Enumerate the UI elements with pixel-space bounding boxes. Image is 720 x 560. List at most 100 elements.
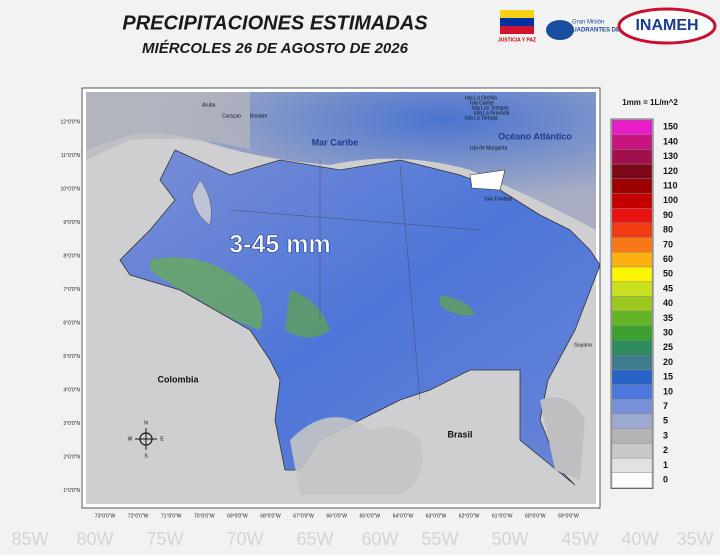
lon-label: 65°0'0"W (360, 513, 381, 519)
legend-label: 90 (663, 210, 673, 220)
rain-area (150, 257, 263, 330)
legend-swatch (611, 296, 653, 312)
lat-label: 4°0'0"N (63, 387, 80, 393)
lat-label: 9°0'0"N (63, 220, 80, 226)
legend: 1501401301201101009080706050454035302520… (610, 118, 678, 489)
legend-swatch (611, 163, 653, 180)
legend-label: 60 (663, 254, 673, 264)
legend-swatch (611, 443, 653, 459)
legend-swatch (611, 457, 653, 474)
lon-label: 59°0'0"W (558, 513, 579, 519)
legend-label: 110 (663, 181, 678, 191)
legend-label: 20 (663, 357, 673, 367)
lat-label: 11°0'0"N (61, 153, 80, 159)
lat-label: 12°0'0"N (61, 119, 81, 125)
lon-label: 62°0'0"W (459, 513, 480, 519)
logo-text: CUADRANTES DE PAZ (568, 28, 634, 34)
place-label: Colombia (157, 374, 199, 384)
legend-swatch (611, 340, 653, 356)
flag-stripe (500, 10, 534, 18)
lon-label: 61°0'0"W (492, 513, 513, 519)
rain-area (285, 290, 330, 338)
background-label: 35W (676, 529, 713, 549)
legend-swatch (611, 428, 653, 444)
lat-label: 5°0'0"N (63, 354, 80, 360)
lat-label: 8°0'0"N (63, 253, 80, 259)
legend-swatch (611, 134, 653, 150)
compass-label: N (144, 420, 148, 426)
logos: JUSTICIA Y PAZ Gran Misión CUADRANTES DE… (498, 7, 717, 45)
legend-swatch (611, 252, 653, 268)
coordinate-labels: 12°0'0"N 11°0'0"N 10°0'0"N 9°0'0"N 8°0'0"N 7°… (61, 119, 579, 519)
lat-label: 2°0'0"N (63, 454, 80, 460)
legend-label: 150 (663, 122, 678, 132)
logo-text: INAMEH (635, 17, 698, 34)
background-label: 45W (561, 529, 598, 549)
legend-label: 25 (663, 342, 673, 352)
legend-swatch (611, 222, 653, 238)
legend-label: 5 (663, 416, 668, 426)
place-label: Isla de Margarita (470, 145, 507, 151)
lon-label: 73°0'0"W (95, 513, 116, 519)
background-label: 75W (146, 529, 183, 549)
lat-label: 10°0'0"N (61, 186, 81, 192)
place-label: Isla La Granada (474, 110, 510, 116)
legend-label: 100 (663, 195, 678, 205)
background-label: 60W (361, 529, 398, 549)
legend-swatch (611, 310, 653, 327)
legend-label: 10 (663, 386, 673, 396)
legend-label: 3 (663, 430, 668, 440)
place-label: Mar Caribe (312, 137, 359, 147)
legend-swatch (611, 149, 653, 165)
legend-label: 30 (663, 328, 673, 338)
legend-label: 70 (663, 239, 673, 249)
legend-swatch (611, 266, 653, 282)
compass-label: S (144, 453, 148, 459)
background-labels: 85W 80W 75W 70W 65W 60W 55W 50W 45W 40W 35W (11, 529, 713, 549)
background-label: 70W (226, 529, 263, 549)
legend-label: 40 (663, 298, 673, 308)
legend-swatch (611, 369, 653, 385)
legend-swatch (611, 193, 653, 209)
background-label: 40W (621, 529, 658, 549)
compass-label: E (160, 436, 164, 442)
legend-swatch (611, 178, 653, 194)
legend-label: 0 (663, 475, 668, 485)
compass-label: W (128, 436, 133, 442)
legend-swatch (611, 472, 653, 488)
lon-label: 67°0'0"W (293, 513, 314, 519)
lon-label: 68°0'0"W (260, 513, 281, 519)
place-label: Bonaire (250, 113, 267, 119)
compass: N E S W (128, 420, 165, 459)
legend-swatch (611, 355, 653, 371)
lake-maracaibo (191, 179, 212, 226)
legend-swatch (611, 399, 653, 415)
lon-label: 64°0'0"W (393, 513, 414, 519)
lon-label: 72°0'0"W (128, 513, 149, 519)
legend-label: 50 (663, 269, 673, 279)
place-label: Océano Atlántico (498, 131, 572, 141)
legend-swatch (611, 325, 653, 341)
sea (86, 92, 250, 160)
legend-swatch (611, 237, 653, 253)
legend-swatch (611, 413, 653, 429)
lat-label: 3°0'0"N (63, 421, 80, 427)
place-label: Isla Los Testigos (472, 105, 509, 111)
legend-label: 130 (663, 151, 678, 161)
legend-swatch (611, 207, 653, 224)
flag-stripe (500, 18, 534, 26)
inameh-logo (617, 7, 717, 45)
lon-label: 63°0'0"W (426, 513, 447, 519)
legend-swatch (611, 119, 653, 135)
highlight-label: 3-45 mm (229, 231, 330, 259)
legend-frame (610, 118, 654, 489)
place-label: Isla La Orchila (465, 95, 497, 101)
legend-label: 120 (663, 166, 678, 176)
background-label: 85W (11, 529, 48, 549)
legend-swatch (611, 281, 653, 297)
subtitle: MIÉRCOLES 26 DE AGOSTO DE 2026 (142, 40, 409, 57)
legend-label: 140 (663, 136, 678, 146)
legend-label: 2 (663, 445, 668, 455)
lon-label: 66°0'0"W (326, 513, 347, 519)
